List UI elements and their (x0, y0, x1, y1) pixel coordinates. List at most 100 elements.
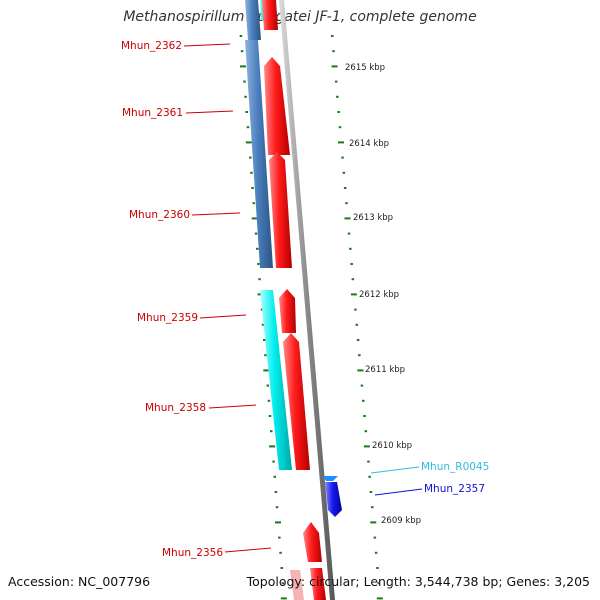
tick-mark (249, 156, 252, 159)
tick-mark (274, 491, 278, 493)
tick-mark (343, 187, 347, 189)
tick-mark (357, 369, 364, 372)
tick-mark (364, 430, 368, 433)
tick-mark (341, 156, 344, 159)
gene-label[interactable]: Mhun_2361 (122, 107, 183, 119)
tick-mark (270, 430, 273, 433)
gene-label[interactable]: Mhun_2360 (129, 209, 190, 221)
kbp-tick-label: 2612 kbp (359, 290, 399, 300)
tick-mark (370, 521, 377, 524)
tick-mark (373, 536, 377, 539)
tick-mark (337, 111, 340, 113)
rna-mhun-2357[interactable] (325, 482, 342, 517)
tick-mark (273, 475, 276, 478)
tick-mark (258, 278, 261, 281)
gene-bar-mhun-2359-2358[interactable] (260, 290, 292, 470)
tick-mark (350, 263, 353, 265)
tick-mark (376, 567, 379, 569)
tick-mark (280, 597, 287, 600)
tick-mark (344, 217, 351, 220)
accession-text: Accession: NC_007796 (8, 574, 151, 589)
tick-mark (246, 126, 250, 129)
gene-arrow-mhun-2358[interactable] (283, 333, 310, 470)
tick-mark (240, 50, 244, 53)
tick-mark (334, 80, 338, 83)
tick-mark (331, 65, 338, 68)
tick-mark (345, 202, 348, 205)
tick-mark (371, 506, 374, 509)
tick-mark (347, 232, 351, 235)
tick-mark (349, 247, 352, 250)
kbp-tick-label: 2611 kbp (365, 365, 405, 375)
gene-bar-mhun-2361-2360[interactable] (245, 40, 273, 268)
tick-mark (280, 567, 283, 569)
tick-mark (264, 354, 267, 357)
gene-label[interactable]: Mhun_2359 (137, 312, 198, 324)
tick-mark (250, 171, 253, 174)
tick-mark (245, 141, 252, 144)
outer-tick-rail (331, 35, 383, 600)
tick-mark (275, 506, 279, 509)
tick-mark (243, 80, 246, 83)
gene-arrow-mhun-2362[interactable] (262, 0, 278, 30)
tick-mark (257, 263, 260, 265)
tick-mark (278, 536, 281, 539)
kbp-tick-labels: 2615 kbp 2614 kbp 2613 kbp 2612 kbp 2611… (345, 63, 421, 526)
tick-mark (374, 551, 378, 554)
tick-mark (252, 202, 255, 205)
tick-mark (367, 460, 370, 463)
kbp-tick-label: 2613 kbp (353, 213, 393, 223)
tick-mark (356, 339, 360, 341)
tick-mark (245, 111, 248, 113)
tick-mark (351, 278, 355, 281)
tick-mark (363, 445, 370, 448)
tick-mark (261, 323, 265, 326)
tick-mark (363, 415, 366, 417)
gene-arrow-bottom-left (290, 570, 304, 600)
tick-mark (266, 384, 269, 387)
tick-mark (358, 354, 361, 357)
tick-mark (272, 460, 275, 463)
kbp-tick-label: 2610 kbp (372, 441, 412, 451)
gene-arrow-mhun-2360[interactable] (269, 152, 292, 268)
tick-mark (360, 384, 364, 387)
tick-mark (376, 597, 383, 600)
gene-label[interactable]: Mhun_2357 (424, 483, 485, 495)
gene-bar-mhun-2362[interactable] (245, 0, 261, 40)
tick-mark (336, 95, 339, 98)
gene-label[interactable]: Mhun_2358 (145, 402, 206, 414)
tick-mark (368, 475, 371, 478)
tick-mark (254, 232, 258, 235)
gene-arrow-mhun-2359[interactable] (279, 289, 296, 333)
gene-label[interactable]: Mhun_2356 (162, 547, 223, 559)
tick-mark (338, 126, 342, 129)
tick-mark (342, 171, 346, 174)
topology-text: Topology: circular; Length: 3,544,738 bp… (246, 574, 590, 589)
rna-mhun-r0045[interactable] (323, 476, 338, 481)
tick-mark (338, 141, 344, 144)
tick-mark (267, 399, 271, 402)
gene-arrow-mhun-2356[interactable] (303, 522, 322, 562)
gene-labels: Mhun_2362 Mhun_2361 Mhun_2360 Mhun_2359 … (121, 40, 489, 559)
tick-mark (268, 415, 272, 417)
kbp-tick-label: 2614 kbp (349, 139, 389, 149)
tick-mark (281, 582, 285, 585)
gene-arrow-bottom (310, 568, 326, 600)
label-leaders (183, 43, 423, 553)
gene-arrow-mhun-2361[interactable] (264, 57, 290, 155)
tick-mark (263, 339, 266, 341)
gene-label[interactable]: Mhun_R0045 (421, 461, 489, 473)
tick-mark (279, 551, 282, 554)
tick-mark (331, 35, 334, 37)
tick-mark (260, 308, 264, 311)
tick-mark (332, 50, 335, 53)
tick-mark (256, 247, 259, 250)
gene-label[interactable]: Mhun_2362 (121, 40, 182, 52)
tick-mark (350, 293, 357, 296)
tick-mark (354, 308, 357, 311)
tick-mark (251, 187, 254, 189)
tick-mark (377, 582, 380, 585)
kbp-tick-label: 2615 kbp (345, 63, 385, 73)
